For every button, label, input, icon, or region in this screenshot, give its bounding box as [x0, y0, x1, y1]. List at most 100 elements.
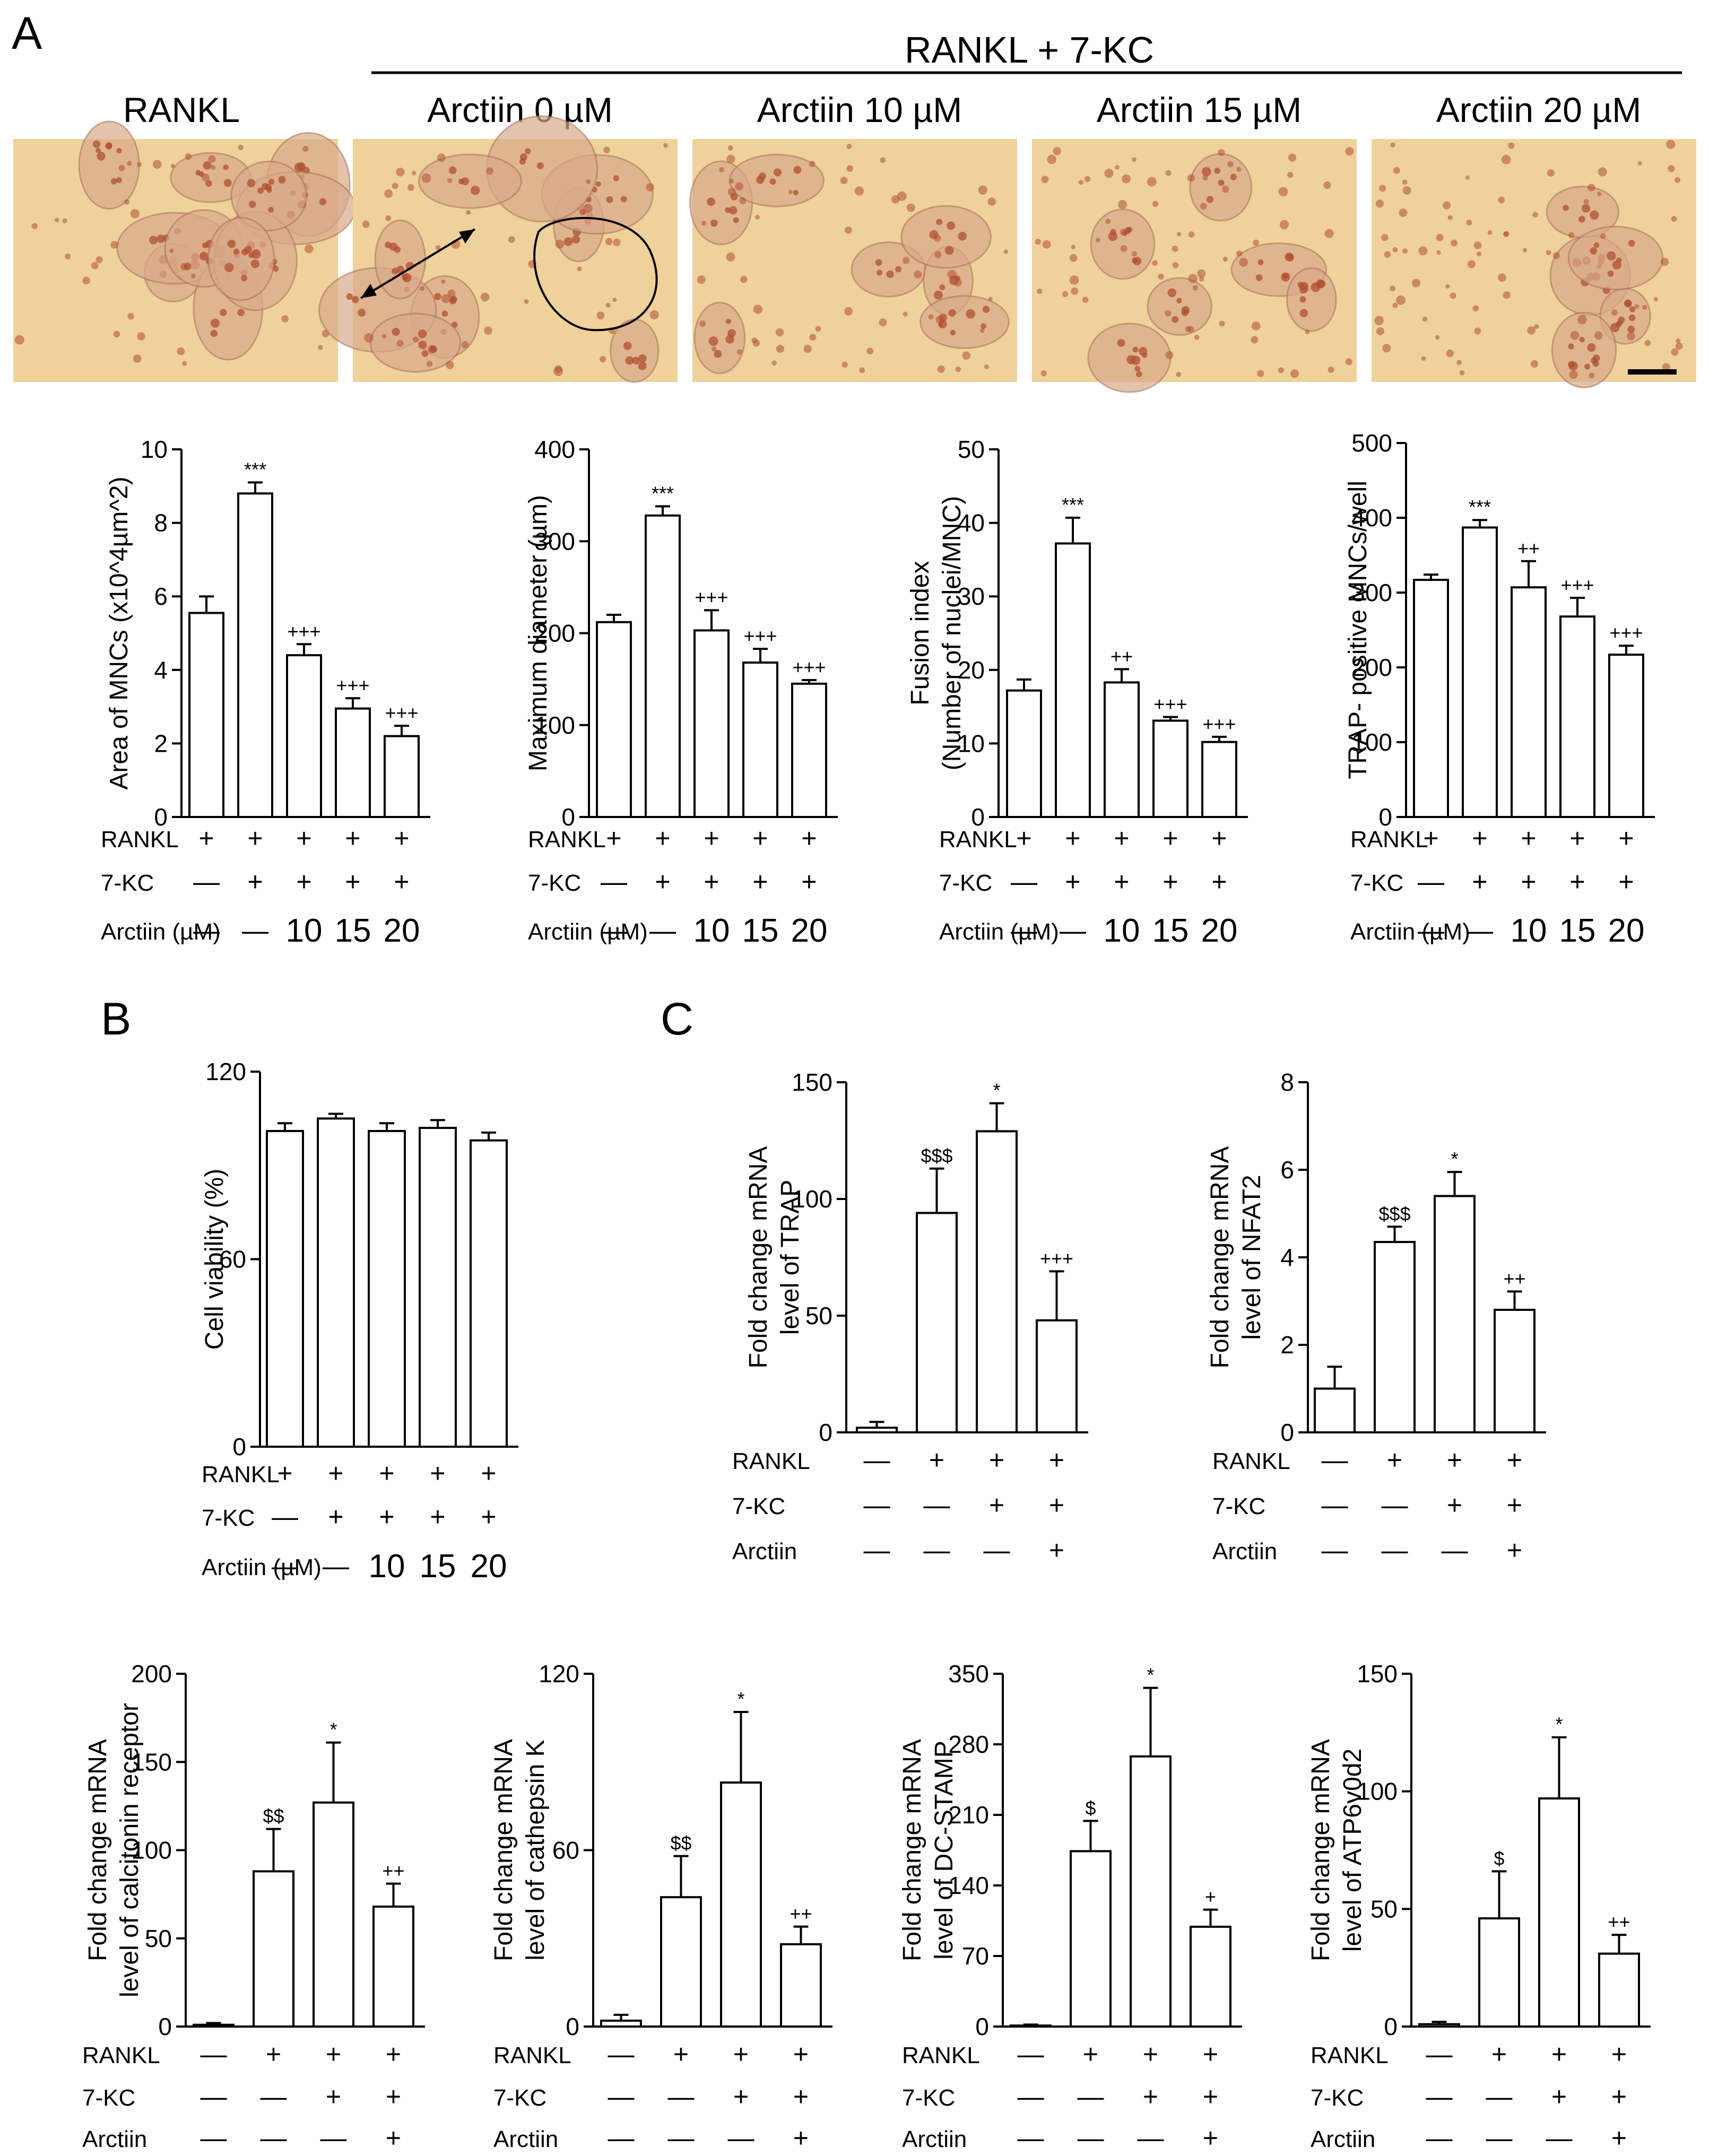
- y-tick-label: 50: [145, 1925, 172, 1952]
- mononuclear-cell: [1105, 219, 1111, 224]
- mononuclear-cell: [727, 188, 736, 196]
- nucleus: [875, 259, 882, 266]
- diameter-arrow: [360, 228, 476, 299]
- nucleus: [1607, 251, 1616, 260]
- mononuclear-cell: [728, 145, 733, 151]
- micrograph-2: [689, 139, 1017, 382]
- y-axis-label-line2: level of DC-STAMP: [930, 1741, 958, 1960]
- mononuclear-cell: [396, 168, 405, 177]
- mononuclear-cell: [118, 164, 125, 171]
- multinucleated-cell: [369, 312, 462, 373]
- y-tick-label: 8: [1280, 1068, 1294, 1096]
- panel-label-a: A: [12, 8, 42, 59]
- bar: [1374, 1241, 1416, 1433]
- y-axis-label: Area of MNCs (x10^4µm^2): [105, 476, 133, 789]
- mononuclear-cell: [937, 365, 945, 373]
- condition-label: 7-KC: [82, 2085, 135, 2111]
- mononuclear-cell: [701, 221, 707, 226]
- nucleus: [96, 147, 101, 153]
- condition-value: —: [668, 2123, 695, 2153]
- multinucleated-cell: [207, 216, 275, 301]
- scale-bar: [1628, 369, 1677, 375]
- mononuclear-cell: [1324, 229, 1334, 238]
- mononuclear-cell: [1279, 220, 1289, 230]
- condition-value: —: [924, 1535, 950, 1565]
- condition-label: RANKL: [528, 827, 606, 853]
- multinucleated-cell: [230, 160, 307, 231]
- y-tick-label: 200: [534, 620, 575, 647]
- multinucleated-cell: [900, 205, 992, 269]
- significance-mark: *: [1555, 1714, 1563, 1735]
- bar: [791, 682, 827, 818]
- mononuclear-cell: [1396, 295, 1406, 305]
- nucleus: [934, 290, 943, 300]
- mononuclear-cell: [1451, 239, 1458, 247]
- mononuclear-cell: [1251, 321, 1261, 331]
- condition-value: +: [1203, 2039, 1218, 2069]
- condition-value: +: [1611, 2039, 1627, 2069]
- mononuclear-cell: [788, 189, 793, 195]
- condition-value: 15: [742, 912, 779, 949]
- y-tick-label: 6: [1280, 1156, 1294, 1184]
- nucleus: [950, 329, 956, 336]
- y-axis-label-line2: level of cathepsin K: [522, 1740, 550, 1960]
- nucleus: [441, 310, 448, 317]
- mononuclear-cell: [1345, 147, 1354, 156]
- condition-label: RANKL: [939, 827, 1017, 853]
- mononuclear-cell: [649, 310, 659, 320]
- mononuclear-cell: [1422, 316, 1428, 322]
- mononuclear-cell: [980, 328, 985, 333]
- condition-value: +: [247, 867, 263, 897]
- mononuclear-cell: [392, 182, 398, 189]
- mononuclear-cell: [484, 326, 492, 335]
- mononuclear-cell: [1082, 297, 1089, 303]
- nucleus: [233, 248, 240, 255]
- mononuclear-cell: [646, 183, 654, 192]
- nucleus: [886, 270, 894, 279]
- y-tick-label: 70: [962, 1942, 989, 1970]
- nucleus: [351, 295, 359, 303]
- y-tick-label: 40: [958, 509, 985, 537]
- y-axis-label: Fold change mRNA: [744, 1146, 773, 1369]
- mononuclear-cell: [1399, 208, 1408, 218]
- mononuclear-cell: [302, 145, 309, 152]
- condition-value: —: [1011, 916, 1037, 945]
- y-tick-label: 50: [1370, 1895, 1398, 1923]
- condition-value: —: [1018, 2082, 1044, 2111]
- significance-mark: ++: [1517, 537, 1540, 559]
- mononuclear-cell: [1328, 366, 1334, 373]
- bar: [384, 735, 420, 819]
- nucleus: [1568, 343, 1574, 350]
- mononuclear-cell: [1305, 329, 1310, 334]
- nucleus: [418, 329, 427, 338]
- y-axis-label: Fold change mRNA: [898, 1739, 926, 1961]
- condition-value: +: [1065, 867, 1080, 897]
- mononuclear-cell: [600, 356, 606, 363]
- condition-value: +: [386, 2082, 401, 2111]
- condition-value: +: [1507, 1445, 1522, 1475]
- mononuclear-cell: [1227, 161, 1234, 168]
- condition-value: +: [1163, 867, 1178, 897]
- image-title-arctiin-20: Arctiin 20 µM: [1436, 90, 1641, 129]
- mononuclear-cell: [1172, 245, 1178, 252]
- mononuclear-cell: [466, 210, 471, 215]
- y-tick-label: 500: [1351, 429, 1392, 457]
- nucleus: [1587, 343, 1596, 352]
- mononuclear-cell: [381, 334, 387, 339]
- y-tick-label: 8: [154, 509, 168, 537]
- condition-value: +: [481, 1502, 496, 1532]
- mononuclear-cell: [844, 307, 853, 316]
- mononuclear-cell: [1666, 140, 1676, 149]
- condition-value: +: [328, 1458, 343, 1488]
- chart-c3: 0 50 100 150 200 Fold change mRNA level of cal…: [82, 1660, 425, 2153]
- multinucleated-cell: [1551, 311, 1617, 389]
- condition-value: 10: [1104, 912, 1140, 949]
- condition-value: —: [1322, 1445, 1348, 1475]
- mononuclear-cell: [437, 153, 446, 162]
- mononuclear-cell: [596, 311, 605, 320]
- nucleus: [1584, 363, 1591, 370]
- nucleus: [203, 161, 212, 170]
- mononuclear-cell: [1467, 260, 1476, 268]
- significance-mark: *: [1451, 1148, 1458, 1170]
